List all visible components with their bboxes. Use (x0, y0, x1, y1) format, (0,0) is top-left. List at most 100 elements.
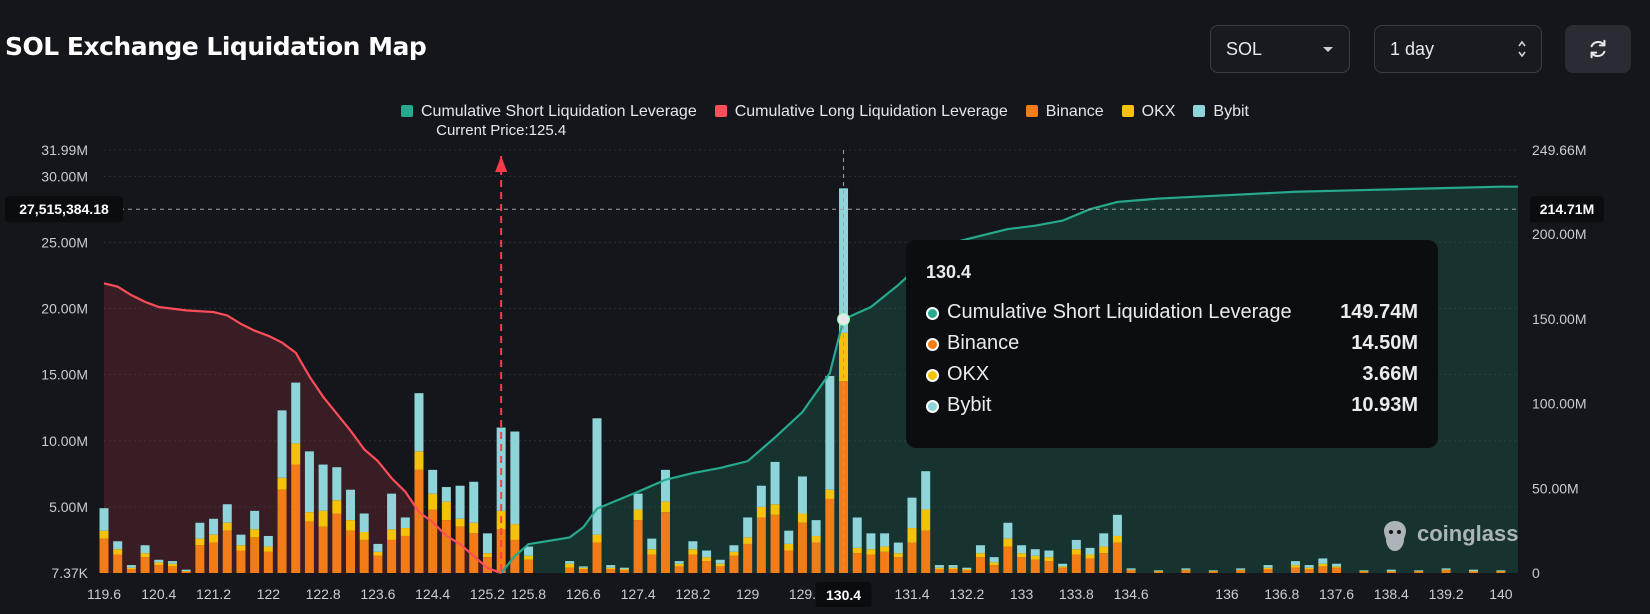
bar-binance (455, 526, 465, 573)
bar-bybit (1126, 568, 1136, 570)
x-tick: 140 (1489, 586, 1513, 602)
bar-binance (222, 530, 232, 573)
bar-okx (1318, 563, 1328, 567)
bar-binance (934, 569, 944, 573)
y-left-tick: 5.00M (49, 499, 88, 515)
bar-binance (565, 567, 575, 573)
chart-tooltip: 130.4 Cumulative Short Liquidation Lever… (906, 240, 1438, 448)
bar-bybit (797, 476, 807, 514)
bar-bybit (263, 535, 273, 547)
x-tick: 136 (1215, 586, 1239, 602)
coin-select[interactable]: SOL (1210, 25, 1350, 73)
long-line (103, 282, 502, 575)
bar-okx (195, 538, 205, 546)
bar-okx (975, 553, 985, 558)
bar-binance (1085, 558, 1095, 573)
bar-binance (140, 557, 150, 573)
bar-binance (1099, 553, 1109, 573)
bar-okx (332, 500, 342, 514)
bar-okx (688, 549, 698, 555)
bar-okx (1085, 554, 1095, 559)
bar-okx (893, 553, 903, 558)
bar-okx (866, 549, 876, 555)
bar-okx (1126, 569, 1136, 571)
bar-bybit (1414, 570, 1424, 572)
bar-binance (702, 561, 712, 573)
bar-okx (811, 535, 821, 543)
bar-bybit (524, 546, 534, 556)
bar-bybit (565, 561, 575, 564)
bar-bybit (387, 493, 397, 530)
legend-item[interactable]: Cumulative Short Liquidation Leverage (400, 103, 697, 121)
current-price-label: Current Price:125.4 (436, 122, 566, 139)
legend-item[interactable]: OKX (1121, 103, 1175, 121)
bar-bybit (866, 533, 876, 550)
bar-binance (1496, 571, 1506, 573)
bar-bybit (1441, 568, 1451, 570)
bar-okx (1099, 546, 1109, 554)
y-right-tick: 100.00M (1532, 396, 1586, 412)
bar-okx (674, 563, 684, 567)
bar-binance (839, 381, 849, 573)
bar-okx (113, 549, 123, 555)
legend-swatch (1121, 105, 1134, 117)
bar-okx (729, 551, 739, 556)
bar-okx (715, 563, 725, 567)
y-left-tick: 30.00M (41, 168, 88, 184)
tooltip-row: Bybit 10.93M (926, 394, 1418, 425)
bar-okx (770, 504, 780, 515)
bar-binance (167, 566, 177, 573)
bar-okx (181, 571, 191, 572)
y-right-tick: 150.00M (1532, 311, 1586, 327)
legend-item[interactable]: Cumulative Long Liquidation Leverage (714, 103, 1008, 121)
tooltip-label: Bybit (947, 394, 992, 416)
bar-bybit (1263, 565, 1273, 568)
legend-item[interactable]: Bybit (1193, 103, 1249, 121)
bar-okx (167, 563, 177, 567)
legend-label: Cumulative Long Liquidation Leverage (734, 103, 1008, 120)
bar-okx (263, 546, 273, 552)
bar-okx (1044, 557, 1054, 562)
time-range-select[interactable]: 1 day (1374, 25, 1542, 73)
legend-item[interactable]: Binance (1025, 103, 1104, 121)
bar-okx (1304, 567, 1314, 570)
bar-bybit (332, 467, 342, 501)
bar-binance (126, 569, 136, 573)
bar-bybit (510, 431, 520, 525)
bar-binance (400, 535, 410, 573)
bar-bybit (989, 557, 999, 563)
bar-okx (1386, 571, 1396, 572)
refresh-button[interactable] (1565, 25, 1631, 73)
bar-binance (181, 571, 191, 573)
page-title: SOL Exchange Liquidation Map (5, 32, 427, 61)
bar-okx (989, 562, 999, 566)
bar-okx (921, 509, 931, 531)
legend-swatch (1193, 105, 1206, 117)
bar-okx (1359, 571, 1369, 572)
bar-binance (1332, 567, 1342, 573)
bar-okx (1290, 565, 1300, 568)
bar-bybit (975, 545, 985, 554)
bar-binance (1071, 554, 1081, 573)
bar-binance (1236, 570, 1246, 573)
y-right-tick: 200.00M (1532, 226, 1586, 242)
x-tick: 134.6 (1114, 586, 1149, 602)
bar-bybit (1099, 533, 1109, 547)
bar-bybit (934, 565, 944, 568)
bar-bybit (880, 533, 890, 547)
bar-bybit (140, 545, 150, 554)
bar-okx (1208, 571, 1218, 572)
bar-okx (414, 451, 424, 470)
x-tick: 119.6 (87, 586, 121, 602)
bar-okx (510, 524, 520, 540)
bar-okx (797, 513, 807, 523)
tooltip-label: Cumulative Short Liquidation Leverage (947, 301, 1292, 323)
bar-okx (1003, 538, 1013, 547)
bar-binance (524, 559, 534, 573)
x-tick: 128.2 (675, 586, 710, 602)
bar-bybit (715, 559, 725, 564)
tooltip-value: 10.93M (1351, 394, 1418, 416)
bar-binance (304, 521, 314, 573)
bar-bybit (1181, 568, 1191, 570)
crosshair-right-label: 214.71M (1540, 201, 1594, 217)
